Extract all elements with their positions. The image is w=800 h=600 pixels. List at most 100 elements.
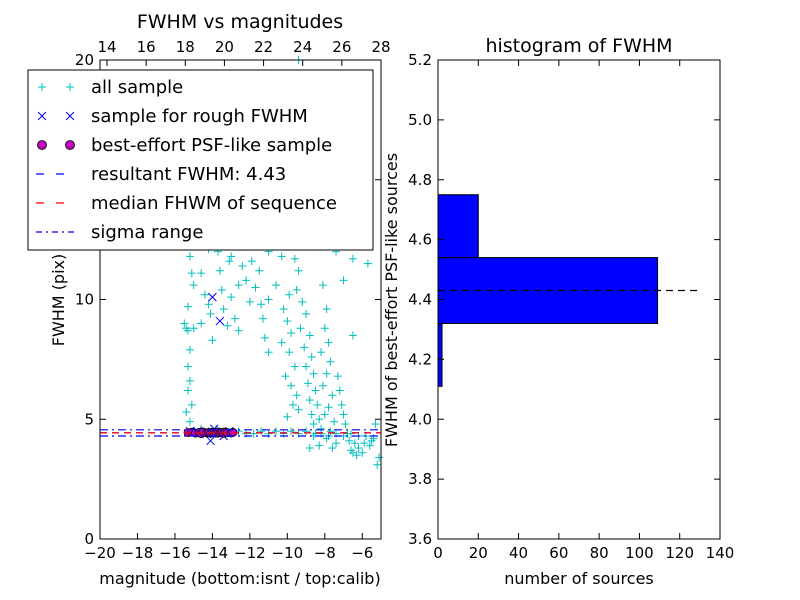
all-sample-point — [320, 410, 329, 419]
all-sample-point — [189, 324, 198, 333]
all-sample-point — [335, 386, 344, 395]
all-sample-point — [298, 297, 307, 306]
scatter-axes-frame — [99, 59, 382, 540]
legend-box — [27, 69, 374, 251]
legend-circle-marker — [65, 140, 75, 150]
all-sample-point — [305, 443, 314, 452]
histogram-title: histogram of FWHM — [485, 35, 672, 57]
all-sample-point — [184, 386, 193, 395]
all-sample-point — [197, 269, 206, 278]
all-sample-point — [309, 369, 318, 378]
all-sample-point — [339, 276, 348, 285]
legend-label: median FHWM of sequence — [91, 193, 337, 214]
scatter-x-tick-label: −20 — [84, 544, 116, 562]
histogram-y-axis-label: FWHM of best-effort PSF-like sources — [382, 153, 401, 447]
x-marker-b — [215, 316, 225, 326]
histogram-x-axis-label: number of sources — [504, 569, 654, 588]
histogram-x-tick-label: 20 — [469, 544, 488, 562]
all-sample-point — [285, 348, 294, 357]
all-sample-point — [185, 252, 194, 261]
all-sample-point — [251, 283, 260, 292]
all-sample-point — [184, 326, 193, 335]
scatter-x-tick-label: −18 — [122, 544, 154, 562]
all-sample-point — [292, 285, 301, 294]
legend-label: sample for rough FWHM — [91, 106, 308, 127]
all-sample-point — [288, 400, 297, 409]
histogram-x-tick-label: 0 — [433, 544, 443, 562]
scatter-axes: −20 −18 −16 −14 −12 −10 −8 −6 14 16 18 20 22 24 26 28 0 5… — [75, 38, 391, 562]
all-sample-point — [219, 305, 228, 314]
all-sample-point — [277, 338, 286, 347]
all-sample-point — [315, 415, 324, 424]
all-sample-point — [294, 405, 303, 414]
scatter-top-x-tick-label: 22 — [254, 38, 273, 56]
all-sample-point — [283, 317, 292, 326]
histogram-x-tick-label: 60 — [549, 544, 568, 562]
all-sample-point — [277, 252, 286, 261]
histogram-x-tick-label: 120 — [665, 544, 694, 562]
all-sample-point — [367, 436, 376, 445]
all-sample-point — [348, 254, 357, 263]
all-sample-point — [294, 266, 303, 275]
all-sample-point — [264, 348, 273, 357]
all-sample-point — [375, 453, 384, 462]
scatter-top-x-tick-label: 14 — [97, 38, 116, 56]
all-sample-point — [309, 420, 318, 429]
histogram-x-tick-label: 80 — [590, 544, 609, 562]
all-sample-point — [324, 338, 333, 347]
all-sample-point — [215, 266, 224, 275]
all-sample-point — [182, 408, 191, 417]
all-sample-point — [307, 352, 316, 361]
all-sample-point — [242, 276, 251, 285]
all-sample-point — [281, 372, 290, 381]
all-sample-point — [227, 252, 236, 261]
scatter-y-tick-label: 5 — [84, 410, 94, 428]
scatter-x-tick-label: −8 — [314, 544, 336, 562]
all-sample-point — [184, 362, 193, 371]
all-sample-point — [217, 285, 226, 294]
all-sample-point — [305, 396, 314, 405]
all-sample-point — [227, 293, 236, 302]
all-sample-point — [322, 305, 331, 314]
histogram-panel: 0 20 40 60 80 100 120 140 3.6 3.8 4.0 4.2 4.4 4.6 4.8 5… — [382, 35, 734, 588]
all-sample-point — [200, 290, 209, 299]
histogram-y-tick-label: 3.6 — [408, 530, 432, 548]
legend-entry: sigma range — [36, 222, 203, 243]
scatter-x-tick-label: −10 — [272, 544, 304, 562]
rough-fwhm-sample-point — [208, 292, 217, 302]
all-sample-point — [328, 443, 337, 452]
scatter-y-tick-label: 10 — [75, 291, 94, 309]
all-sample-point — [185, 376, 194, 385]
x-marker-b — [206, 436, 215, 446]
all-sample-point — [296, 324, 305, 333]
histogram-axes-frame — [437, 59, 721, 540]
all-sample-point — [184, 302, 193, 311]
all-sample-point — [311, 386, 320, 395]
all-sample-point — [320, 324, 329, 333]
scatter-x-tick-label: −16 — [159, 544, 191, 562]
all-sample-point — [347, 429, 356, 438]
histogram-x-tick-label: 100 — [625, 544, 654, 562]
histogram-x-tick-label: 140 — [706, 544, 735, 562]
all-sample-point — [373, 460, 382, 469]
all-sample-point — [333, 372, 342, 381]
all-sample-point — [185, 345, 194, 354]
all-sample-point — [180, 319, 189, 328]
histogram-x-tick-label: 40 — [509, 544, 528, 562]
x-marker-b — [65, 111, 75, 121]
all-sample-point — [332, 439, 341, 448]
all-sample-point — [247, 257, 256, 266]
all-sample-point — [249, 429, 258, 438]
scatter-reference-lines — [100, 429, 381, 437]
all-sample-point — [264, 295, 273, 304]
all-sample-point — [322, 369, 331, 378]
all-sample-point — [302, 309, 311, 318]
legend-entry: median FHWM of sequence — [36, 193, 337, 214]
scatter-y-tick-label: 20 — [75, 51, 94, 69]
legend-entry: all sample — [38, 77, 183, 98]
scatter-top-x-tick-label: 20 — [215, 38, 234, 56]
all-sample-point — [287, 427, 296, 436]
all-sample-point — [187, 269, 196, 278]
all-sample-point — [197, 319, 206, 328]
